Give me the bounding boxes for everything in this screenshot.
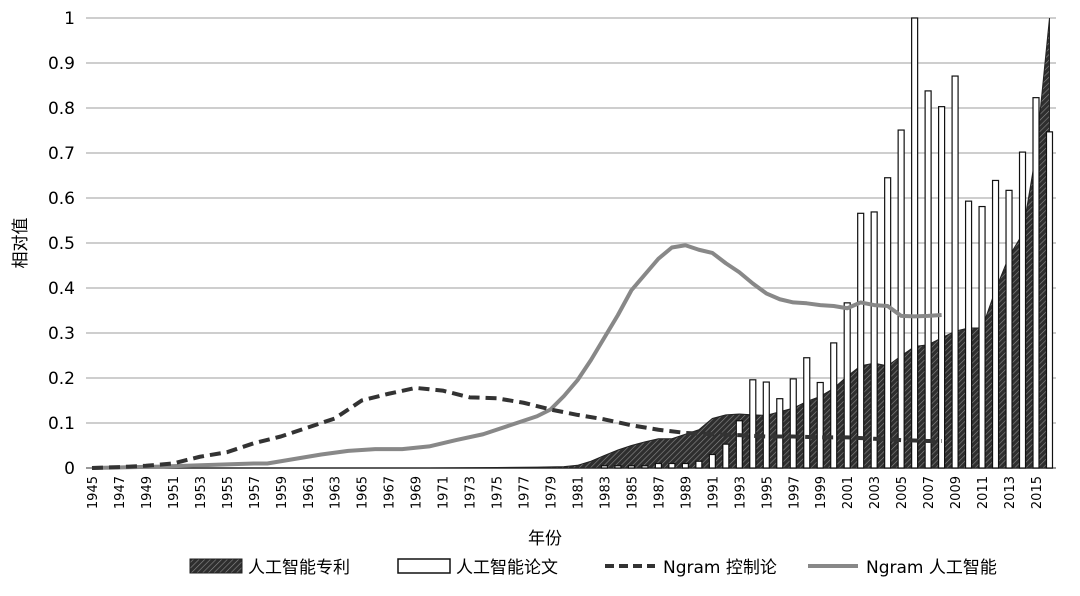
y-tick-label: 0.2	[48, 369, 75, 389]
bar-papers-1994	[749, 379, 757, 469]
bar-papers-2010	[964, 200, 973, 469]
x-tick-label: 1973	[464, 476, 479, 509]
bar-papers-1991	[708, 453, 716, 469]
bar-papers-1998	[803, 357, 811, 469]
bar-papers-2008	[937, 106, 946, 469]
x-tick-label: 1963	[329, 476, 344, 509]
y-tick-label: 0.8	[48, 99, 75, 119]
y-tick-label: 0.3	[48, 324, 75, 344]
x-tick-label: 2005	[895, 476, 910, 509]
x-tick-label: 2007	[922, 476, 937, 509]
y-tick-label: 0.4	[48, 279, 75, 299]
x-tick-label: 2001	[841, 476, 856, 509]
bar-papers-2013	[1005, 189, 1013, 469]
legend-label: Ngram 人工智能	[866, 558, 997, 578]
x-tick-label: 1955	[221, 476, 236, 509]
x-tick-label: 1967	[383, 476, 398, 509]
x-tick-label: 1957	[248, 476, 263, 509]
bar-papers-2003	[870, 211, 878, 469]
x-axis-label: 年份	[528, 529, 562, 549]
bar-papers-2004	[884, 177, 892, 469]
bar-papers-2002	[857, 212, 865, 469]
legend-label: 人工智能专利	[248, 558, 350, 578]
y-tick-label: 1	[64, 9, 75, 29]
y-tick-label: 0.5	[48, 234, 75, 254]
y-tick-label: 0.1	[48, 414, 75, 434]
x-tick-label: 1979	[545, 476, 560, 509]
bar-papers-2009	[951, 75, 959, 469]
legend-swatch-patents	[189, 558, 243, 574]
x-tick-label: 1977	[518, 476, 533, 509]
x-tick-label: 1993	[733, 476, 748, 509]
bar-papers-2011	[978, 205, 986, 469]
series-line-ngram-cybernetics	[91, 385, 942, 470]
x-tick-label: 1995	[760, 476, 775, 509]
legend-label: 人工智能论文	[456, 558, 558, 578]
bar-papers-2016	[1045, 131, 1054, 469]
x-tick-label: 1985	[625, 476, 640, 509]
bar-papers-2014	[1018, 151, 1027, 469]
x-tick-label: 2009	[949, 476, 964, 509]
x-tick-label: 1945	[86, 476, 101, 509]
bar-papers-2007	[924, 90, 932, 469]
bar-papers-1985	[627, 465, 636, 469]
legend-label: Ngram 控制论	[663, 558, 777, 578]
x-tick-label: 1983	[598, 476, 613, 509]
bar-papers-2000	[830, 342, 838, 469]
bar-papers-1988	[668, 462, 676, 469]
x-tick-label: 1969	[410, 476, 425, 509]
y-tick-label: 0.9	[48, 54, 75, 74]
x-tick-label: 1999	[814, 476, 829, 509]
x-tick-label: 1987	[652, 476, 667, 509]
bar-papers-1992	[722, 443, 730, 469]
bar-papers-1986	[641, 465, 649, 469]
y-axis-ticks: 0 0.1 0.2 0.3 0.4 0.5 0.6 0.7 0.8 0.9 1	[48, 9, 75, 479]
x-tick-label: 1961	[302, 476, 317, 509]
bar-papers-2006	[911, 17, 919, 469]
bar-papers-1989	[681, 462, 689, 469]
bar-papers-1987	[654, 462, 663, 469]
x-tick-label: 1951	[167, 476, 182, 509]
bar-papers-1983	[600, 465, 609, 469]
x-axis-ticks: 1945 1947 1949 1951 1953 1955 1957 1959 1961 1963…	[86, 476, 1045, 509]
x-tick-label: 1991	[706, 476, 721, 509]
plot-area	[91, 17, 1054, 470]
bar-papers-2001	[843, 302, 851, 469]
x-tick-label: 1965	[356, 476, 371, 509]
x-tick-label: 2013	[1003, 476, 1018, 509]
x-tick-label: 1953	[194, 476, 209, 509]
x-tick-label: 2003	[868, 476, 883, 509]
x-tick-label: 1947	[113, 476, 128, 509]
y-axis-label: 相对值	[11, 218, 31, 269]
x-tick-label: 1959	[275, 476, 290, 509]
legend: 人工智能专利 人工智能论文 Ngram 控制论 Ngram 人工智能	[189, 558, 997, 578]
y-tick-label: 0	[64, 459, 75, 479]
series-line-ngram-ai	[91, 243, 942, 470]
x-tick-label: 1971	[437, 476, 452, 509]
bar-papers-2005	[897, 129, 905, 469]
x-tick-label: 1949	[140, 476, 155, 509]
bar-papers-1999	[816, 381, 824, 469]
x-tick-label: 1997	[787, 476, 802, 509]
gridlines	[86, 17, 1056, 469]
x-tick-label: 2011	[976, 476, 991, 509]
bar-papers-2012	[991, 179, 1000, 469]
bar-papers-1984	[614, 465, 622, 469]
y-tick-label: 0.6	[48, 189, 75, 209]
x-tick-label: 1989	[679, 476, 694, 509]
bar-papers-1997	[789, 378, 797, 469]
legend-swatch-papers	[397, 558, 451, 574]
bar-papers-2015	[1032, 97, 1040, 469]
bar-papers-1995	[762, 381, 770, 469]
bar-papers-1993	[735, 420, 743, 469]
bar-papers-1990	[695, 460, 703, 469]
y-tick-label: 0.7	[48, 144, 75, 164]
x-tick-label: 2015	[1030, 476, 1045, 509]
x-tick-label: 1975	[491, 476, 506, 509]
x-tick-label: 1981	[571, 476, 586, 509]
bar-papers-1996	[776, 398, 784, 469]
